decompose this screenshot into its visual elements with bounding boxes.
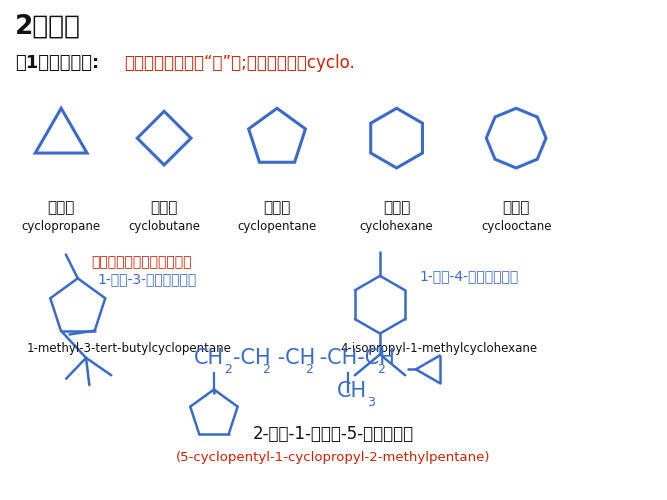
- Text: 在相应的烃名前加“环”字;英文名加词头cyclo.: 在相应的烃名前加“环”字;英文名加词头cyclo.: [124, 54, 355, 72]
- Text: 2、命名: 2、命名: [15, 14, 81, 40]
- Text: 环丁烷: 环丁烷: [151, 200, 178, 216]
- Text: 环丙烷: 环丙烷: [47, 200, 75, 216]
- Text: 2: 2: [305, 364, 313, 376]
- Text: 1-methyl-3-tert-butylcyclopentane: 1-methyl-3-tert-butylcyclopentane: [27, 342, 231, 355]
- Text: (5-cyclopentyl-1-cyclopropyl-2-methylpentane): (5-cyclopentyl-1-cyclopropyl-2-methylpen…: [176, 452, 491, 464]
- Text: 2: 2: [378, 364, 386, 376]
- Text: -CH-CH: -CH-CH: [313, 348, 395, 368]
- Text: 4-isopropyl-1-methylcyclohexane: 4-isopropyl-1-methylcyclohexane: [340, 342, 537, 355]
- Text: cyclopentane: cyclopentane: [237, 220, 317, 233]
- Text: cyclohexane: cyclohexane: [360, 220, 434, 233]
- Text: 环戊烷: 环戊烷: [263, 200, 291, 216]
- Text: 环辛烷: 环辛烷: [502, 200, 530, 216]
- Text: CH: CH: [194, 348, 224, 368]
- Text: -CH: -CH: [271, 348, 315, 368]
- Text: 2: 2: [262, 364, 270, 376]
- Text: 以较小数字表较小基的位次: 以较小数字表较小基的位次: [91, 255, 191, 269]
- Text: 1-甲基-4-异丙基环己烷: 1-甲基-4-异丙基环己烷: [420, 269, 519, 283]
- Text: CH: CH: [337, 380, 367, 400]
- Text: 2: 2: [224, 364, 231, 376]
- Text: （1）单脂环烃:: （1）单脂环烃:: [15, 54, 99, 72]
- Text: 环己烷: 环己烷: [383, 200, 410, 216]
- Text: 1-甲基-3-叔丁基环戊烷: 1-甲基-3-叔丁基环戊烷: [97, 272, 197, 286]
- Text: -CH: -CH: [233, 348, 270, 368]
- Text: cyclobutane: cyclobutane: [128, 220, 200, 233]
- Text: cyclooctane: cyclooctane: [481, 220, 552, 233]
- Text: 3: 3: [367, 396, 375, 408]
- Text: cyclopropane: cyclopropane: [21, 220, 101, 233]
- Text: 2-甲基-1-环丙基-5-环戊基戊烷: 2-甲基-1-环丙基-5-环戊基戊烷: [253, 425, 414, 443]
